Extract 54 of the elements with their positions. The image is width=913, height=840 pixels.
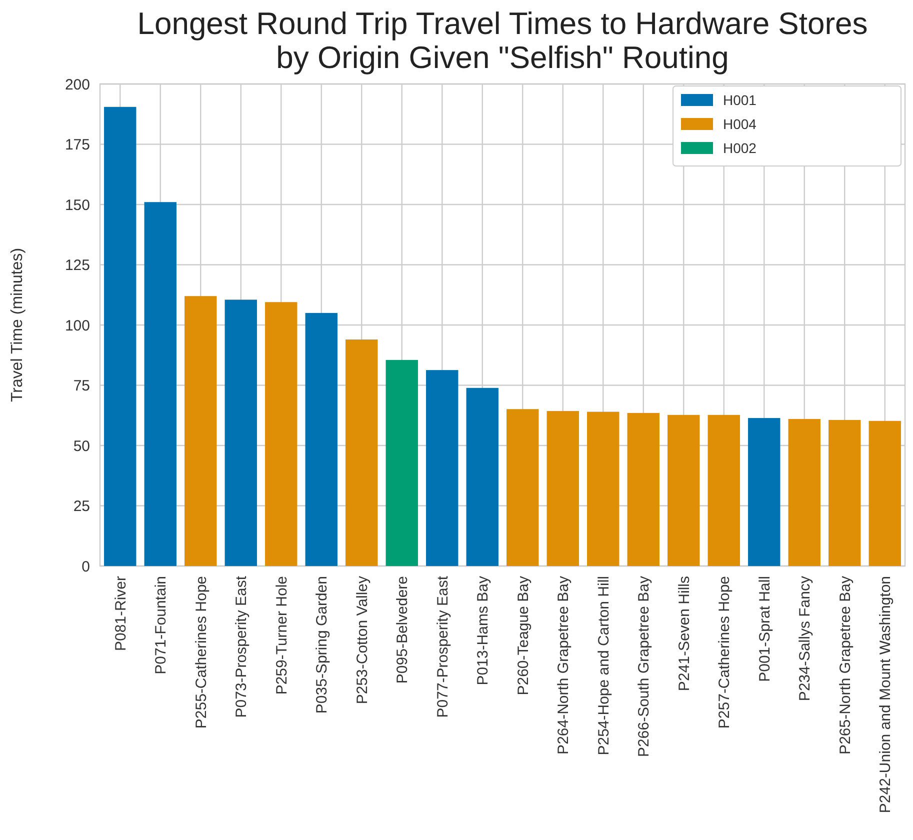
y-tick-label: 25 [73,498,90,515]
y-tick-label: 150 [64,196,90,214]
x-tick-label: P253-Cotton Valley [354,576,371,704]
bar [144,202,176,566]
x-tick-label: P265-North Grapetree Bay [836,576,854,754]
x-tick-label: P255-Catherines Hope [192,576,210,729]
x-tick-label: P242-Union and Mount Washington [877,576,894,814]
y-axis-title: Travel Time (minutes) [9,248,26,402]
y-tick-label: 100 [64,317,90,334]
chart-title: Longest Round Trip Travel Times to Hardware Stores by Origin Given "Selfish" Routing [137,6,868,75]
bar [748,418,780,566]
x-tick-label: P071-Fountain [152,576,170,674]
y-tick-label: 175 [64,136,90,154]
bar [587,412,620,566]
bar [546,411,579,566]
bar [224,300,257,566]
x-tick-label: P095-Belvedere [394,576,412,684]
legend-label: H002 [723,140,757,156]
x-tick-label: P001-Sprat Hall [756,576,774,682]
bar [305,312,338,566]
x-tick-label: P264-North Grapetree Bay [555,576,572,754]
bar [184,296,217,566]
bar [265,302,298,566]
x-tick-label: P077-Prosperity East [434,575,452,718]
x-tick-label: P257-Catherines Hope [716,576,734,729]
bar [627,412,660,566]
y-tick-label: 75 [73,378,90,394]
x-tick-label: P241-Seven Hills [676,576,693,692]
y-tick-label: 125 [64,257,90,274]
x-tick-label: P266-South Grapetree Bay [636,576,653,757]
bar [828,420,861,566]
bar [346,339,378,566]
x-tick-label: P259-Turner Hole [273,576,290,695]
x-tick-label: P234-Sallys Fancy [796,576,814,702]
bar [506,409,539,566]
bar [386,360,418,566]
legend-label: H004 [723,116,757,132]
legend-label: H001 [723,92,757,108]
bar [668,414,700,566]
bar [104,106,136,566]
bar [788,418,820,566]
bar [708,414,740,566]
x-tick-label: P035-Spring Garden [314,576,331,714]
bar [466,388,498,566]
y-tick-label: 0 [82,558,90,576]
bar [868,420,901,566]
y-tick-label: 50 [73,438,90,455]
bar [426,370,458,566]
y-tick-label: 200 [64,76,90,94]
x-tick-label: P013-Hams Bay [474,576,492,686]
x-tick-label: P260-Teague Bay [514,576,532,696]
x-tick-label: P081-River [112,576,130,652]
x-tick-label: P254-Hope and Carton Hill [595,576,612,756]
x-tick-label: P073-Prosperity East [233,575,250,718]
